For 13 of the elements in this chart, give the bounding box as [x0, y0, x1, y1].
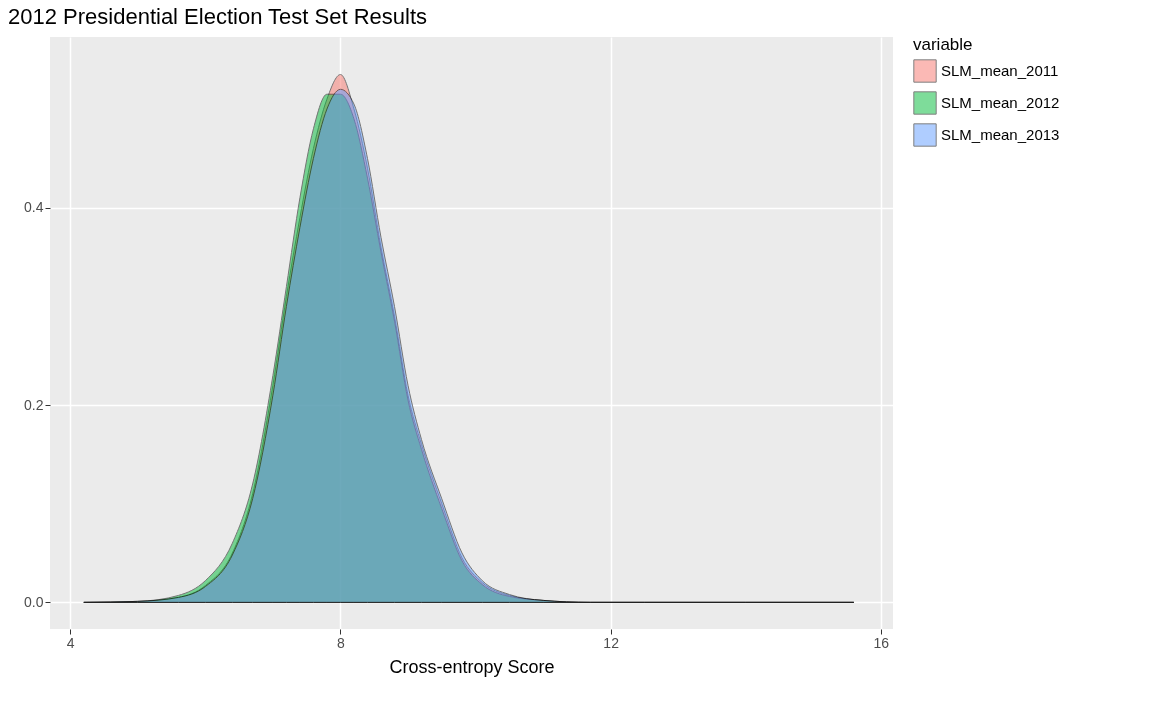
- x-axis-title: Cross-entropy Score: [389, 656, 555, 677]
- x-tick-label: 12: [603, 634, 620, 651]
- chart-title: 2012 Presidential Election Test Set Results: [8, 4, 428, 29]
- legend-label: SLM_mean_2012: [941, 94, 1060, 111]
- y-tick-label: 0.4: [24, 199, 44, 216]
- x-tick-label: 16: [873, 634, 890, 651]
- x-tick-label: 8: [337, 634, 346, 651]
- y-tick-label: 0.2: [24, 396, 44, 413]
- y-tick-label: 0.0: [24, 593, 44, 610]
- x-tick-label: 4: [66, 634, 75, 651]
- legend-label: SLM_mean_2011: [941, 62, 1059, 79]
- legend-title: variable: [913, 35, 973, 54]
- legend-label: SLM_mean_2013: [941, 126, 1060, 143]
